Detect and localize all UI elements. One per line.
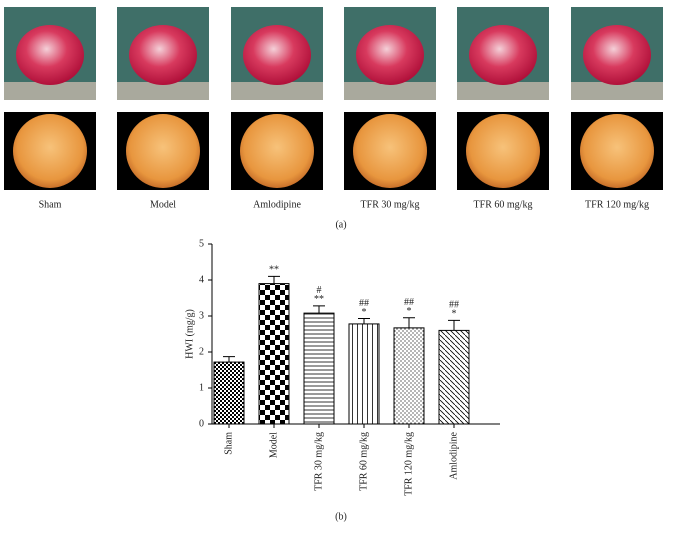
photo-label: TFR 30 mg/kg [361,199,420,210]
micro-field [126,114,200,188]
error-bar [313,305,325,314]
heart [356,25,424,85]
heart [129,25,197,85]
x-tick-label: TFR 30 mg/kg [313,432,324,491]
x-tick-label: TFR 120 mg/kg [403,432,414,496]
x-tick-label: Sham [223,432,234,455]
ruler [4,82,96,100]
y-tick-label: 5 [199,238,204,249]
heart [243,25,311,85]
error-bar [223,356,235,363]
photo-label: TFR 60 mg/kg [474,199,533,210]
error-bar [403,317,415,328]
photo-label: Amlodipine [253,199,301,210]
y-tick-label: 3 [199,310,204,321]
error-bar [448,319,460,331]
significance-hash: ## [449,300,459,311]
y-tick-label: 4 [199,274,204,285]
significance-star: * [362,307,367,318]
micro-field [353,114,427,188]
heart [583,25,651,85]
ruler [457,82,549,100]
micro-field [13,114,87,188]
ruler [571,82,663,100]
bar [303,312,335,425]
x-tick-label: TFR 60 mg/kg [358,432,369,491]
y-tick-label: 2 [199,346,204,357]
heart [469,25,537,85]
photo-label: Sham [39,199,62,210]
bar [348,323,380,425]
y-tick-label: 0 [199,418,204,429]
significance-star: * [452,309,457,320]
micro-field [580,114,654,188]
significance-hash: ## [359,298,369,309]
caption: (b) [335,511,347,522]
micro-field [466,114,540,188]
micro-field [240,114,314,188]
photo-label: Model [150,199,176,210]
significance-hash: ## [404,297,414,308]
y-tick-label: 1 [199,382,204,393]
ruler [231,82,323,100]
heart [16,25,84,85]
ruler [117,82,209,100]
y-axis-label: HWI (mg/g) [184,309,195,359]
significance-star: * [407,306,412,317]
bar [438,329,470,425]
significance-star: ** [269,265,279,276]
significance-hash: # [317,285,322,296]
error-bar [268,275,280,284]
ruler [344,82,436,100]
bar [258,283,290,425]
photo-label: TFR 120 mg/kg [585,199,649,210]
significance-star: ** [314,294,324,305]
x-tick-label: Model [268,432,279,458]
error-bar [358,318,370,324]
bar [213,361,245,425]
x-tick-label: Amlodipine [448,431,459,479]
caption: (a) [335,219,346,230]
bar [393,327,425,425]
